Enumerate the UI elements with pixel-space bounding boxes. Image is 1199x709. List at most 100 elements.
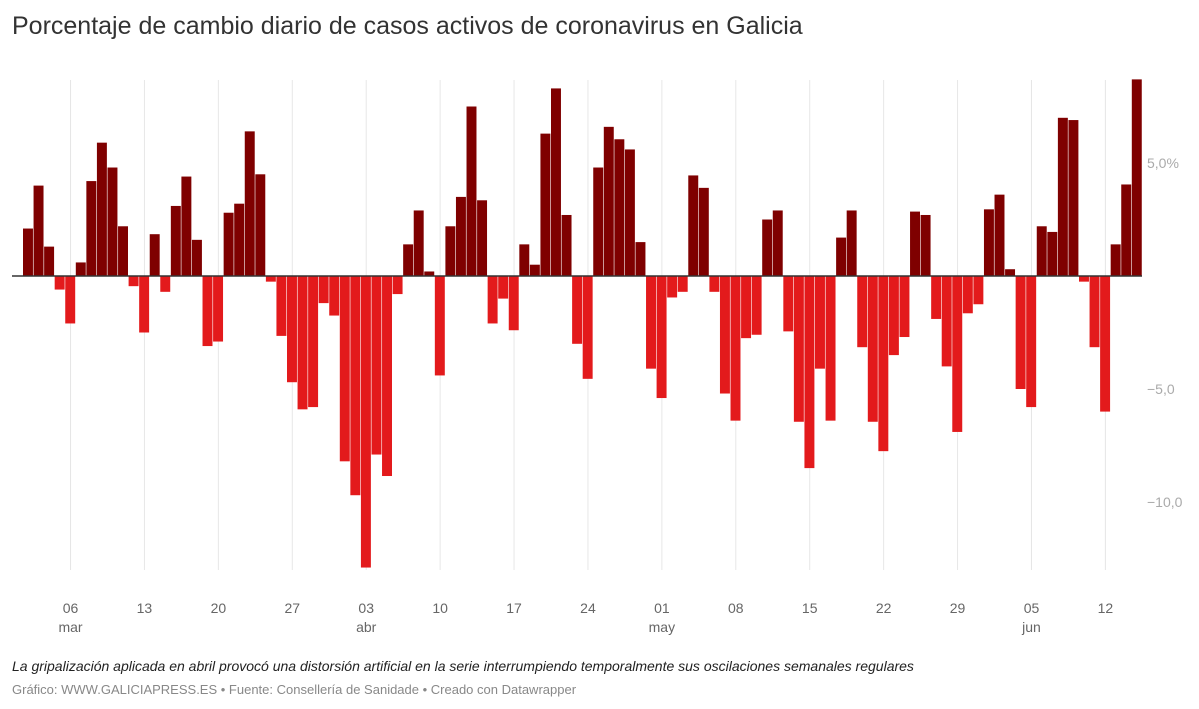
bar xyxy=(1131,79,1142,276)
bar xyxy=(360,276,371,568)
bar xyxy=(899,276,910,338)
bar xyxy=(677,276,688,292)
x-tick-label: 20 xyxy=(211,600,227,616)
bar xyxy=(730,276,741,421)
y-tick-label: 5,0% xyxy=(1147,155,1179,171)
bar xyxy=(477,200,488,276)
x-tick-label: 08 xyxy=(728,600,744,616)
x-tick-label: 05 xyxy=(1024,600,1040,616)
bar xyxy=(572,276,583,344)
bar xyxy=(329,276,340,316)
bar xyxy=(688,175,699,276)
bar xyxy=(1089,276,1100,348)
bar xyxy=(719,276,730,394)
bar xyxy=(487,276,498,324)
bar xyxy=(1057,117,1068,276)
bar xyxy=(413,210,424,276)
bar xyxy=(107,167,118,276)
bar xyxy=(1110,244,1121,276)
bar xyxy=(624,149,635,276)
x-tick-label: 01 xyxy=(654,600,670,616)
bar xyxy=(920,214,931,276)
bar xyxy=(33,185,44,276)
bar xyxy=(878,276,889,452)
bar xyxy=(867,276,878,422)
bar xyxy=(160,276,171,292)
x-tick-label: 15 xyxy=(802,600,818,616)
bar xyxy=(75,262,86,276)
bar xyxy=(561,214,572,276)
x-tick-label: 03 xyxy=(358,600,374,616)
bar xyxy=(170,205,181,276)
chart-title: Porcentaje de cambio diario de casos act… xyxy=(12,12,803,40)
bar xyxy=(339,276,350,462)
bar xyxy=(445,226,456,276)
bar xyxy=(931,276,942,319)
bar xyxy=(646,276,656,369)
bar xyxy=(709,276,720,292)
bar xyxy=(118,226,128,276)
bar xyxy=(392,276,403,295)
bar xyxy=(455,196,466,276)
bar xyxy=(540,133,551,276)
bar xyxy=(44,246,55,276)
bar xyxy=(96,142,107,276)
bar-chart: 5,0% −5,0 −10,0 06 mar 13 20 27 03 abr 10 17 24 01 may… xyxy=(12,79,1183,635)
bar xyxy=(593,167,604,276)
x-tick-label: 17 xyxy=(506,600,522,616)
bar xyxy=(498,276,509,299)
bar xyxy=(86,181,97,276)
x-month-label: mar xyxy=(58,619,82,635)
x-tick-label: 29 xyxy=(950,600,966,616)
bar xyxy=(1036,226,1047,276)
x-tick-label: 22 xyxy=(876,600,892,616)
bar xyxy=(983,209,994,276)
x-month-label: may xyxy=(649,619,675,635)
bar xyxy=(973,276,984,305)
bar xyxy=(297,276,308,410)
bar xyxy=(287,276,297,383)
bar xyxy=(751,276,762,335)
x-tick-label: 12 xyxy=(1098,600,1114,616)
bar xyxy=(308,276,319,408)
bar xyxy=(836,237,847,276)
bar xyxy=(149,234,160,276)
x-tick-label: 13 xyxy=(137,600,153,616)
bar xyxy=(350,276,361,496)
x-tick-label: 10 xyxy=(432,600,448,616)
bar xyxy=(1100,276,1111,412)
bar xyxy=(941,276,952,367)
x-month-label: abr xyxy=(356,619,377,635)
bar xyxy=(1015,276,1026,389)
bar xyxy=(603,126,614,276)
bar xyxy=(202,276,213,347)
bar xyxy=(139,276,150,333)
bar xyxy=(551,88,561,276)
bar xyxy=(213,276,224,342)
bar xyxy=(698,187,709,276)
bar xyxy=(888,276,899,356)
bar xyxy=(741,276,752,339)
bar xyxy=(582,276,593,379)
bar xyxy=(667,276,678,298)
bar xyxy=(434,276,445,376)
bar xyxy=(255,174,266,276)
bar xyxy=(1079,276,1089,282)
bar xyxy=(318,276,329,304)
bar xyxy=(23,228,33,276)
bar xyxy=(508,276,519,331)
bar xyxy=(1121,184,1132,276)
bar xyxy=(772,210,783,276)
bar xyxy=(529,264,540,276)
bar xyxy=(656,276,667,399)
bar xyxy=(128,276,139,287)
bar xyxy=(371,276,382,455)
x-month-label: jun xyxy=(1021,619,1041,635)
bar xyxy=(857,276,868,348)
bar xyxy=(181,176,192,276)
bar xyxy=(952,276,963,432)
chart-note: La gripalización aplicada en abril provo… xyxy=(12,658,914,674)
bar xyxy=(1068,120,1079,276)
y-tick-label: −5,0 xyxy=(1147,381,1175,397)
bar xyxy=(244,131,255,276)
